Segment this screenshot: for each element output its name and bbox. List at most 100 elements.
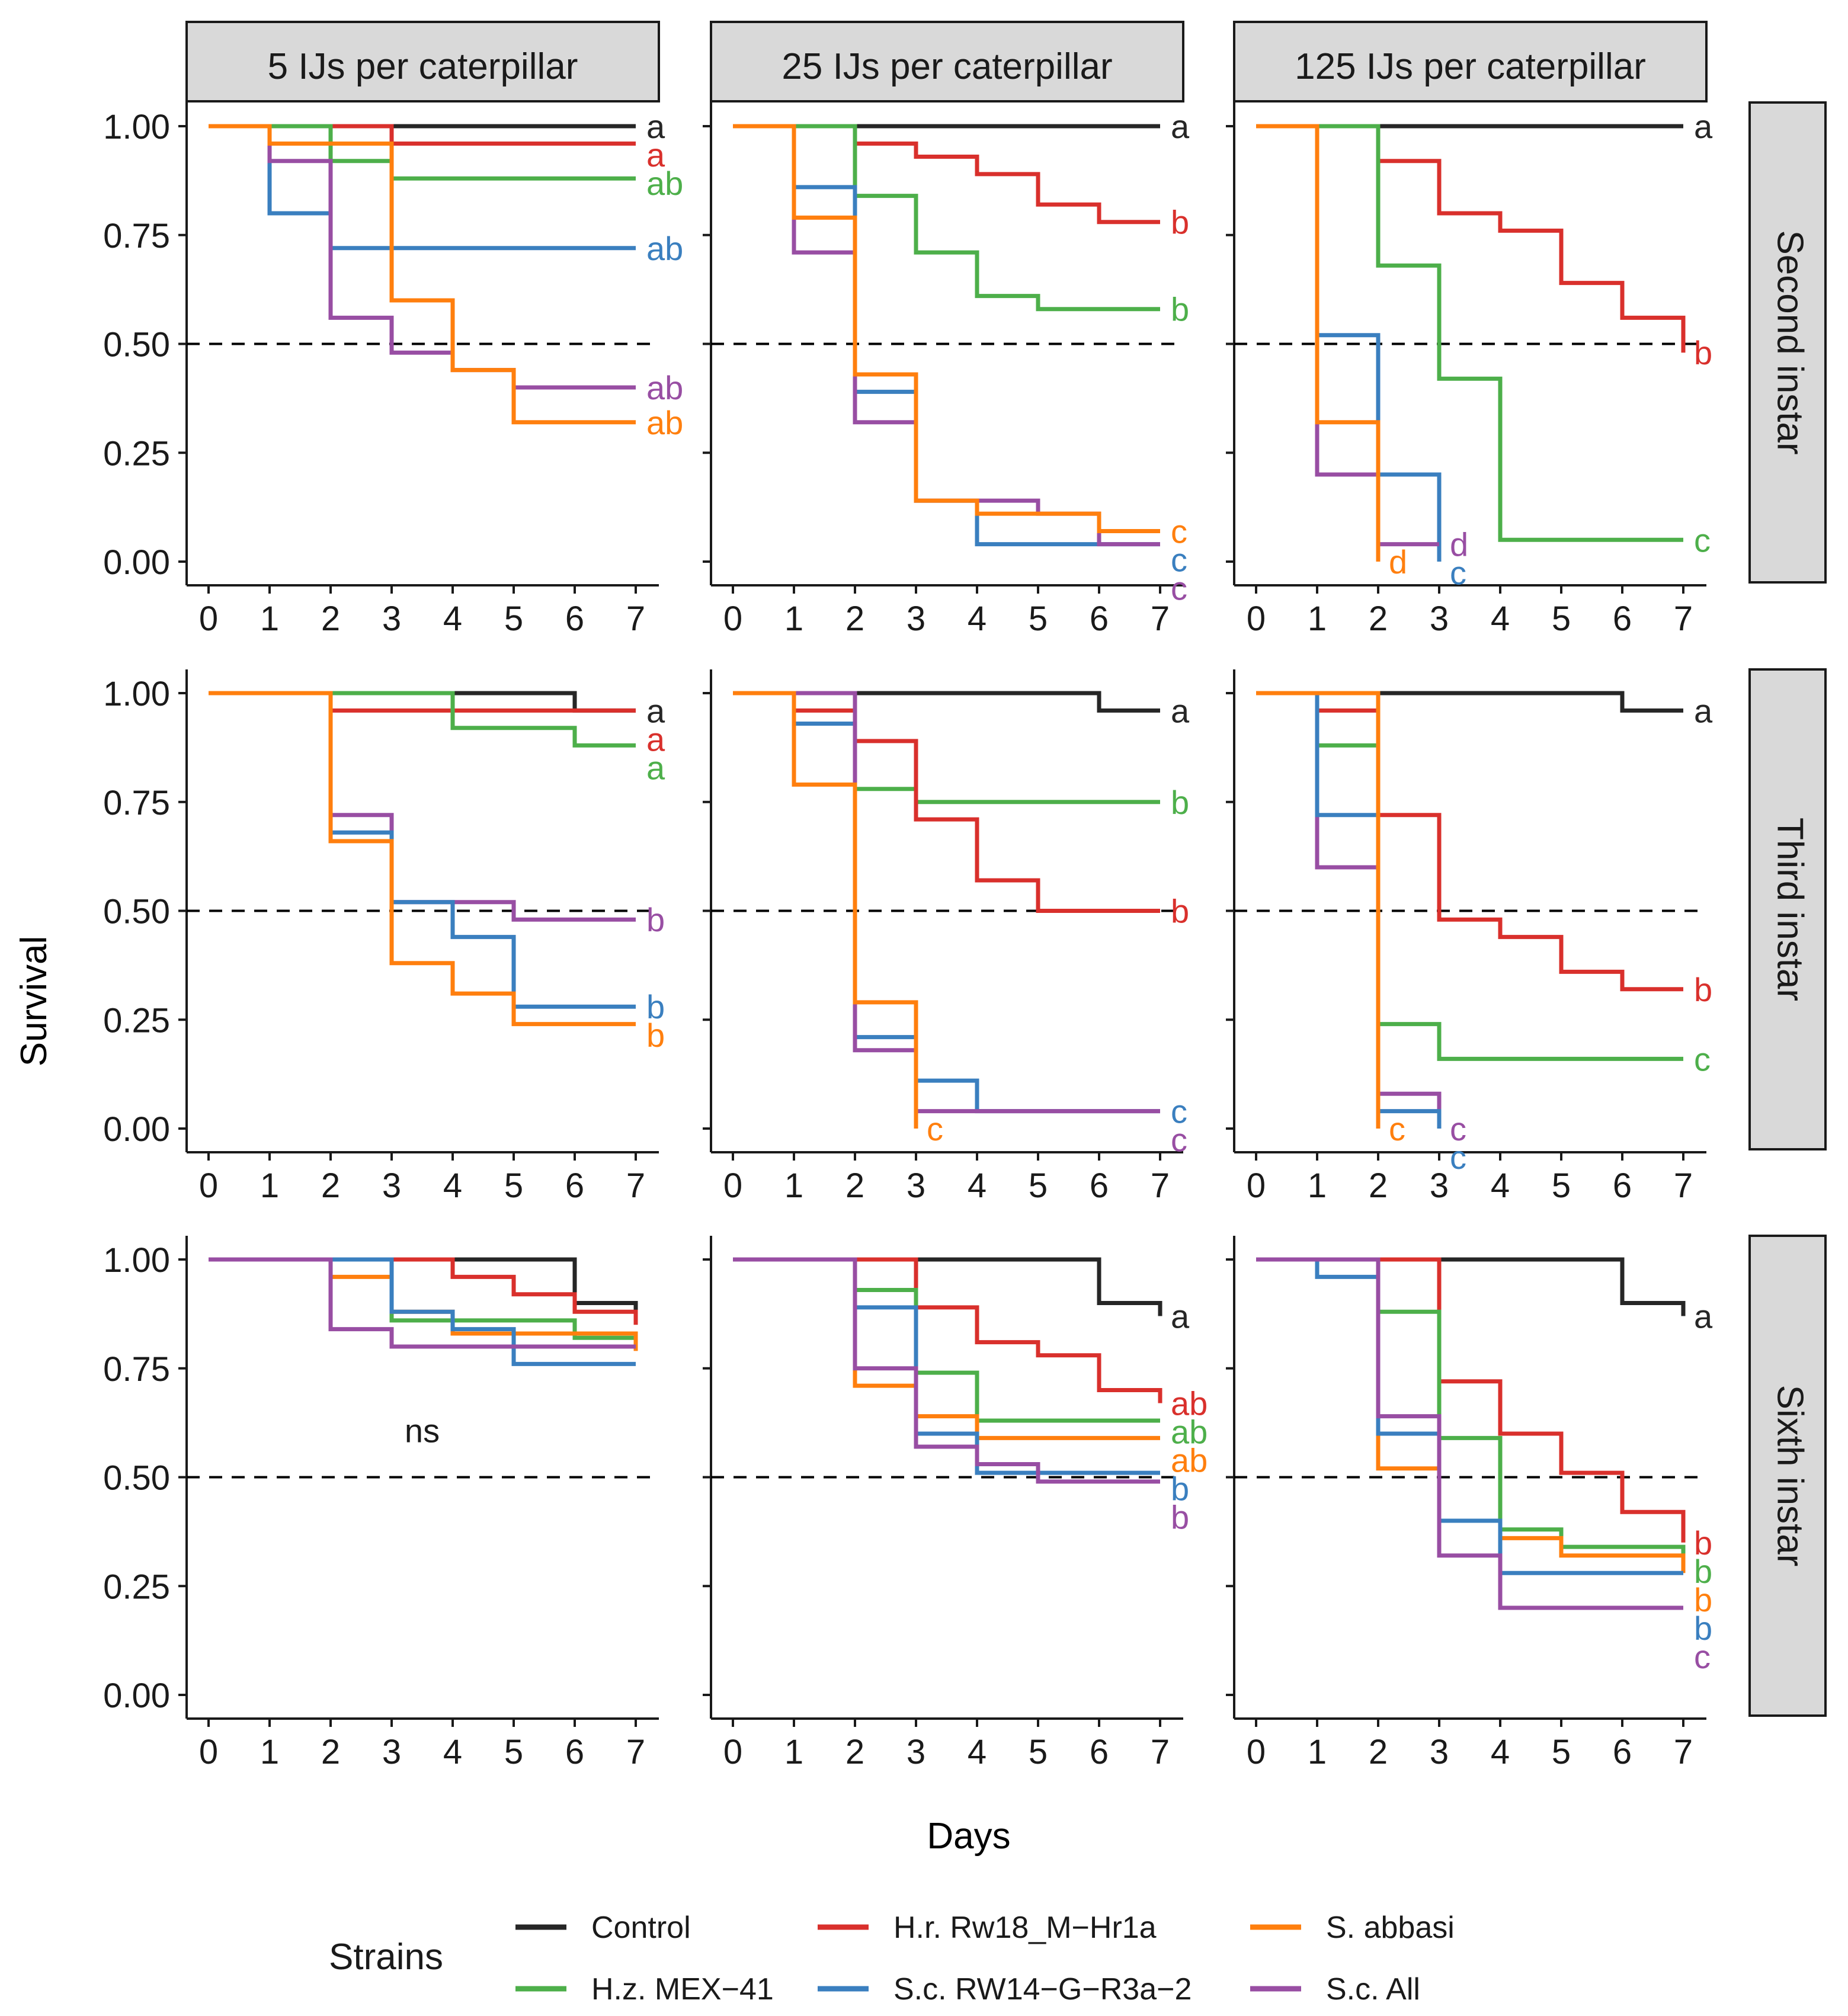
y-tick-label: 0.50 bbox=[103, 326, 170, 364]
significance-letter: a bbox=[646, 749, 665, 786]
series-s-c-all bbox=[733, 691, 1160, 1114]
panel: 0.00 0.25 0.50 0.75 1.00 0 1 2 3 4 5 6 7 ns bbox=[103, 1236, 659, 1771]
column-strip-label: 125 IJs per caterpillar bbox=[1295, 46, 1646, 87]
x-tick-label: 2 bbox=[845, 1733, 864, 1771]
annotation-ns: ns bbox=[405, 1412, 440, 1450]
x-tick-label: 0 bbox=[1247, 600, 1266, 638]
x-tick-label: 1 bbox=[260, 1733, 279, 1771]
column-strip: 25 IJs per caterpillar bbox=[710, 21, 1184, 102]
y-tick-label: 0.25 bbox=[103, 1568, 170, 1606]
x-tick-label: 2 bbox=[1369, 1166, 1388, 1205]
column-strip-label: 5 IJs per caterpillar bbox=[268, 46, 578, 87]
row-strip: Third instar bbox=[1748, 668, 1827, 1150]
x-tick-label: 0 bbox=[199, 1166, 218, 1205]
legend-item-s-abbasi: S. abbasi bbox=[1250, 1911, 1455, 1945]
series-h-r-rw18-m-hr1a bbox=[1256, 124, 1686, 353]
x-tick-label: 5 bbox=[1029, 600, 1048, 638]
x-tick-label: 3 bbox=[907, 1733, 925, 1771]
x-axis-title: Days bbox=[927, 1816, 1010, 1857]
x-tick-label: 1 bbox=[1308, 1166, 1327, 1205]
legend-label: H.r. Rw18_M−Hr1a bbox=[893, 1911, 1157, 1945]
y-tick-label: 1.00 bbox=[103, 108, 170, 146]
legend-title: Strains bbox=[329, 1937, 443, 1977]
row-strip-box bbox=[1748, 668, 1827, 1150]
series-h-r-rw18-m-hr1a bbox=[209, 1257, 638, 1325]
x-tick-label: 7 bbox=[1151, 1733, 1170, 1771]
y-tick-label: 0.50 bbox=[103, 893, 170, 931]
series-s-abbasi bbox=[1256, 124, 1381, 562]
x-tick-label: 3 bbox=[1430, 1733, 1449, 1771]
series-s-abbasi bbox=[1256, 691, 1381, 1129]
x-tick-label: 3 bbox=[907, 1166, 925, 1205]
series-h-z-mex-41 bbox=[209, 124, 636, 181]
x-tick-label: 2 bbox=[845, 600, 864, 638]
x-tick-label: 2 bbox=[321, 1166, 340, 1205]
x-tick-label: 6 bbox=[565, 600, 584, 638]
significance-letter: b bbox=[1694, 1610, 1712, 1647]
legend-item-h-r-rw18-m-hr1a: H.r. Rw18_M−Hr1a bbox=[818, 1911, 1157, 1945]
series-s-abbasi bbox=[209, 1257, 638, 1351]
legend-label: S.c. RW14−G−R3a−2 bbox=[893, 1972, 1192, 2007]
row-strip: Sixth instar bbox=[1748, 1235, 1827, 1717]
x-tick-label: 4 bbox=[1491, 1733, 1510, 1771]
x-tick-label: 6 bbox=[1090, 1733, 1109, 1771]
legend-label: Control bbox=[591, 1911, 691, 1945]
x-tick-label: 1 bbox=[1308, 600, 1327, 638]
significance-letter: ab bbox=[646, 165, 683, 202]
x-tick-label: 1 bbox=[784, 1733, 803, 1771]
significance-letter: b bbox=[1171, 1499, 1189, 1536]
y-tick-label: 1.00 bbox=[103, 1241, 170, 1280]
x-tick-label: 0 bbox=[723, 1733, 742, 1771]
significance-letter: c bbox=[1450, 1139, 1466, 1176]
significance-letter: b bbox=[1694, 1581, 1712, 1618]
x-tick-label: 2 bbox=[1369, 600, 1388, 638]
x-tick-label: 5 bbox=[1029, 1733, 1048, 1771]
series-h-z-mex-41 bbox=[1256, 124, 1683, 542]
column-strip-label: 25 IJs per caterpillar bbox=[782, 46, 1112, 87]
legend-item-control: Control bbox=[515, 1911, 691, 1945]
y-tick-label: 0.25 bbox=[103, 1001, 170, 1040]
significance-letter: b bbox=[1694, 334, 1712, 371]
x-tick-label: 4 bbox=[1491, 1166, 1510, 1205]
x-tick-label: 4 bbox=[443, 600, 462, 638]
significance-letter: a bbox=[646, 136, 665, 174]
series-s-c-rw14-g-r3a-2 bbox=[733, 124, 1160, 547]
column-strip: 5 IJs per caterpillar bbox=[185, 21, 660, 102]
series-h-z-mex-41 bbox=[733, 1257, 1160, 1423]
significance-letter: b bbox=[1171, 204, 1189, 241]
significance-letter: c bbox=[1450, 1110, 1466, 1148]
x-tick-label: 6 bbox=[1613, 600, 1632, 638]
x-tick-label: 7 bbox=[1674, 600, 1693, 638]
x-tick-label: 3 bbox=[1430, 1166, 1449, 1205]
significance-letter: ab bbox=[1171, 1414, 1208, 1451]
series-h-r-rw18-m-hr1a bbox=[733, 124, 1160, 225]
significance-letter: a bbox=[1171, 692, 1190, 729]
series-control bbox=[733, 691, 1160, 713]
legend-item-s-c-all: S.c. All bbox=[1250, 1972, 1420, 2007]
series-h-r-rw18-m-hr1a bbox=[1256, 691, 1683, 992]
significance-letter: b bbox=[1694, 971, 1712, 1008]
x-tick-label: 3 bbox=[382, 1733, 401, 1771]
significance-letter: c bbox=[1171, 1121, 1187, 1159]
y-tick-label: 0.00 bbox=[103, 543, 170, 582]
series-h-r-rw18-m-hr1a bbox=[209, 691, 636, 713]
significance-letter: a bbox=[1171, 1298, 1190, 1335]
x-tick-label: 7 bbox=[1151, 600, 1170, 638]
series-control bbox=[1256, 1257, 1686, 1316]
series-s-c-all bbox=[209, 1257, 636, 1349]
series-h-r-rw18-m-hr1a bbox=[733, 1257, 1162, 1403]
significance-letter: c bbox=[1450, 555, 1466, 592]
series-s-c-rw14-g-r3a-2 bbox=[209, 691, 636, 1009]
x-tick-label: 5 bbox=[504, 1166, 523, 1205]
y-tick-label: 0.75 bbox=[103, 1350, 170, 1389]
series-s-c-rw14-g-r3a-2 bbox=[733, 1257, 1160, 1475]
significance-letter: b bbox=[1171, 893, 1189, 930]
significance-letter: a bbox=[646, 108, 665, 145]
